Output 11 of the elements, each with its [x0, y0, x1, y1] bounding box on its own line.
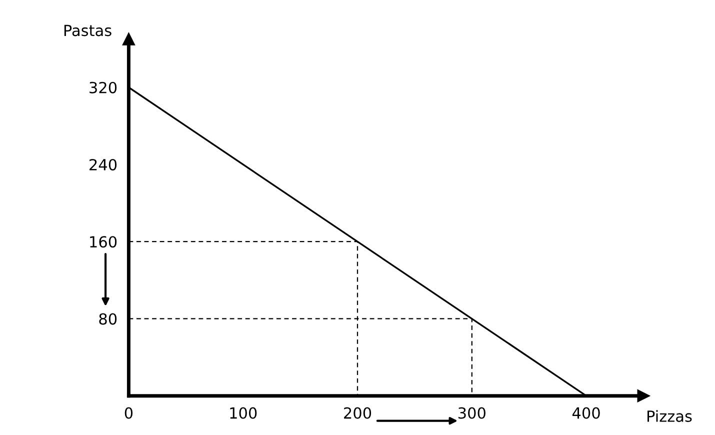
y-tick-label: 240: [90, 158, 117, 170]
x-tick-label: 0: [124, 407, 133, 419]
x-axis-title: Pizzas: [648, 410, 692, 422]
y-tick-label: 80: [99, 313, 117, 325]
x-tick-label: 100: [230, 407, 257, 419]
y-axis-title: Pastas: [64, 24, 112, 36]
x-tick-label: 400: [572, 407, 600, 419]
y-tick-label: 320: [90, 82, 117, 94]
x-tick-label: 200: [344, 407, 372, 419]
x-tick-label: 300: [458, 407, 486, 419]
y-tick-label: 160: [90, 236, 117, 248]
